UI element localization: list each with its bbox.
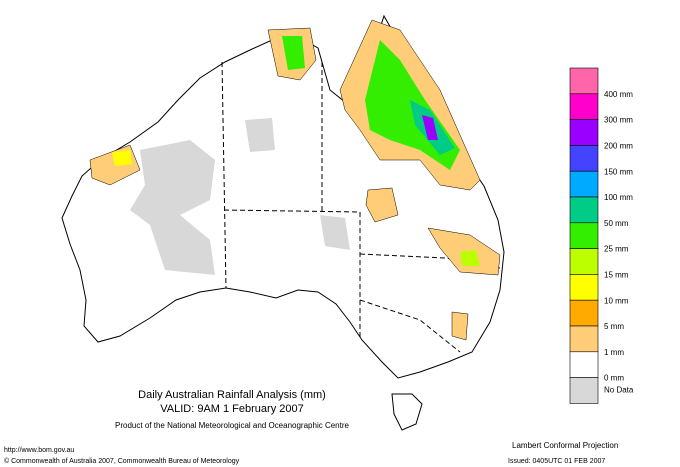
valid-time: VALID: 9AM 1 February 2007 [160, 403, 303, 415]
legend-label: 15 mm [604, 271, 629, 280]
border [221, 61, 227, 289]
legend-label: 0 mm [604, 374, 624, 383]
product-note: Product of the National Meteorological a… [115, 421, 349, 430]
legend-label: 5 mm [604, 322, 624, 331]
legend-label: 25 mm [604, 245, 629, 254]
rain-area [451, 311, 469, 341]
legend-label: 50 mm [604, 219, 629, 228]
legend-label: No Data [604, 386, 634, 395]
legend: 400 mm 300 mm 200 mm 150 mm 100 mm 50 mm 25 mm… [569, 67, 634, 404]
issued: Issued: 0405UTC 01 FEB 2007 [508, 458, 605, 465]
rain-area [282, 36, 305, 70]
rain-area [460, 250, 480, 266]
border [359, 299, 461, 353]
legend-label: 10 mm [604, 296, 629, 305]
legend-label: 400 mm [604, 90, 633, 99]
rain-area [365, 187, 399, 223]
legend-swatch [569, 67, 599, 95]
legend-swatch [569, 170, 599, 198]
legend-swatch [569, 93, 599, 120]
copyright: © Commonwealth of Australia 2007, Common… [4, 457, 240, 465]
no-data-areas [130, 118, 350, 275]
no-data-area [245, 118, 275, 152]
map-area [61, 14, 505, 431]
legend-swatch [569, 274, 599, 301]
legend-swatch [569, 119, 599, 146]
footer: http://www.bom.gov.au © Commonwealth of … [4, 441, 618, 465]
tasmania [391, 393, 423, 431]
legend-label: 1 mm [604, 348, 624, 357]
border [223, 209, 361, 213]
legend-swatch [569, 325, 599, 353]
legend-swatch [569, 222, 599, 249]
legend-label: 100 mm [604, 193, 633, 202]
url: http://www.bom.gov.au [4, 447, 74, 454]
legend-swatch [569, 248, 599, 275]
legend-label: 200 mm [604, 142, 633, 151]
projection: Lambert Conformal Projection [512, 441, 618, 450]
legend-swatch [569, 196, 599, 224]
no-data-area [130, 140, 215, 275]
rain-area [112, 150, 132, 166]
legend-swatch [569, 351, 599, 378]
legend-label: 150 mm [604, 167, 633, 176]
map-title: Daily Australian Rainfall Analysis (mm) [138, 389, 326, 401]
no-data-area [320, 215, 350, 250]
legend-label: 300 mm [604, 116, 633, 125]
legend-swatch [569, 299, 599, 327]
header: Daily Australian Rainfall Analysis (mm) … [115, 389, 349, 430]
legend-swatch [569, 145, 599, 172]
rain-area [422, 115, 438, 140]
legend-swatch [569, 377, 599, 404]
rainfall-areas [89, 19, 501, 341]
